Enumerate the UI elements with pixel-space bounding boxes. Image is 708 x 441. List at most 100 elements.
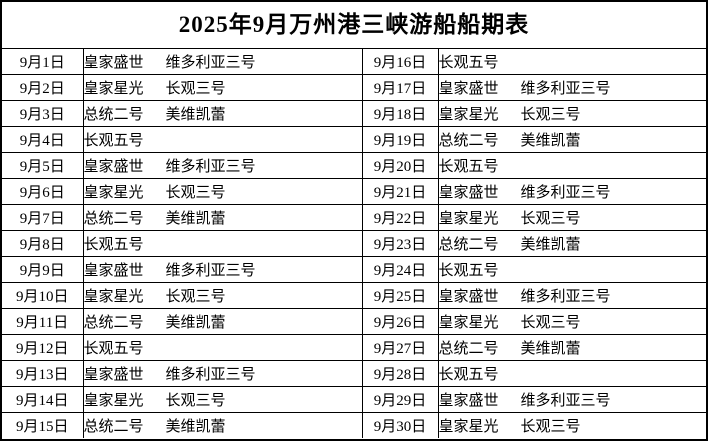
- date-cell-right: 9月29日: [361, 386, 439, 413]
- table-row: 9月5日 皇家盛世 维多利亚三号 9月20日 长观五号: [2, 152, 706, 179]
- date-cell-left: 9月3日: [2, 100, 84, 127]
- ship-name: 皇家盛世: [83, 159, 144, 175]
- ships-cell-right: 皇家盛世 维多利亚三号: [437, 282, 706, 309]
- table-row: 9月1日 皇家盛世 维多利亚三号 9月16日 长观五号: [2, 49, 706, 75]
- date-cell-right: 9月23日: [361, 230, 439, 257]
- ship-name: 长观三号: [165, 185, 226, 201]
- ships-cell-right: 皇家盛世 维多利亚三号: [437, 74, 706, 101]
- ship-name: 皇家星光: [83, 393, 144, 409]
- ship-name: 总统二号: [438, 237, 499, 253]
- ships-cell-right: 长观五号: [437, 256, 706, 283]
- ships-cell-right: 皇家星光 长观三号: [437, 412, 706, 438]
- ship-name: 长观三号: [520, 315, 581, 331]
- table-row: 9月2日 皇家星光 长观三号 9月17日 皇家盛世 维多利亚三号: [2, 74, 706, 101]
- date-cell-right: 9月20日: [361, 152, 439, 179]
- ship-name: 总统二号: [83, 315, 144, 331]
- date-cell-right: 9月22日: [361, 204, 439, 231]
- ship-name: 维多利亚三号: [520, 185, 611, 201]
- date-cell-right: 9月18日: [361, 100, 439, 127]
- date-cell-right: 9月19日: [361, 126, 439, 153]
- date-cell-right: 9月24日: [361, 256, 439, 283]
- ship-name: 美维凯蕾: [520, 341, 581, 357]
- ships-cell-right: 皇家星光 长观三号: [437, 308, 706, 335]
- date-cell-left: 9月14日: [2, 386, 84, 413]
- ships-cell-right: 长观五号: [437, 360, 706, 387]
- date-cell-right: 9月25日: [361, 282, 439, 309]
- ship-name: 维多利亚三号: [165, 159, 256, 175]
- table-row: 9月15日 总统二号 美维凯蕾 9月30日 皇家星光 长观三号: [2, 412, 706, 438]
- ship-name: 长观三号: [520, 419, 581, 435]
- ship-name: 美维凯蕾: [165, 211, 226, 227]
- date-cell-right: 9月28日: [361, 360, 439, 387]
- table-row: 9月10日 皇家星光 长观三号 9月25日 皇家盛世 维多利亚三号: [2, 282, 706, 309]
- ship-name: 美维凯蕾: [165, 315, 226, 331]
- table-row: 9月4日 长观五号 9月19日 总统二号 美维凯蕾: [2, 126, 706, 153]
- ships-cell-left: 长观五号: [82, 334, 363, 361]
- ship-name: 皇家盛世: [438, 289, 499, 305]
- date-cell-left: 9月15日: [2, 412, 84, 438]
- ships-cell-right: 总统二号 美维凯蕾: [437, 334, 706, 361]
- ships-cell-left: 总统二号 美维凯蕾: [82, 412, 363, 438]
- ships-cell-left: 皇家星光 长观三号: [82, 178, 363, 205]
- table-row: 9月11日 总统二号 美维凯蕾 9月26日 皇家星光 长观三号: [2, 308, 706, 335]
- date-cell-left: 9月9日: [2, 256, 84, 283]
- ships-cell-right: 皇家盛世 维多利亚三号: [437, 386, 706, 413]
- date-cell-left: 9月7日: [2, 204, 84, 231]
- ship-name: 长观三号: [165, 81, 226, 97]
- date-cell-left: 9月2日: [2, 74, 84, 101]
- date-cell-right: 9月17日: [361, 74, 439, 101]
- ships-cell-left: 皇家星光 长观三号: [82, 282, 363, 309]
- date-cell-right: 9月16日: [361, 49, 439, 75]
- ships-cell-right: 总统二号 美维凯蕾: [437, 126, 706, 153]
- schedule-table: 9月1日 皇家盛世 维多利亚三号 9月16日 长观五号 9月2日 皇家星光 长观三号…: [2, 49, 706, 438]
- ships-cell-left: 皇家盛世 维多利亚三号: [82, 360, 363, 387]
- ships-cell-right: 长观五号: [437, 152, 706, 179]
- ship-name: 皇家星光: [83, 81, 144, 97]
- ships-cell-left: 皇家星光 长观三号: [82, 74, 363, 101]
- ships-cell-right: 总统二号 美维凯蕾: [437, 230, 706, 257]
- date-cell-left: 9月6日: [2, 178, 84, 205]
- ships-cell-left: 皇家盛世 维多利亚三号: [82, 152, 363, 179]
- ship-name: 总统二号: [83, 107, 144, 123]
- ship-name: 皇家盛世: [83, 367, 144, 383]
- date-cell-left: 9月8日: [2, 230, 84, 257]
- ship-name: 皇家盛世: [438, 393, 499, 409]
- table-row: 9月3日 总统二号 美维凯蕾 9月18日 皇家星光 长观三号: [2, 100, 706, 127]
- ship-name: 长观五号: [438, 367, 499, 383]
- ship-name: 美维凯蕾: [520, 133, 581, 149]
- page-title: 2025年9月万州港三峡游船船期表: [2, 2, 706, 49]
- ships-cell-right: 皇家盛世 维多利亚三号: [437, 178, 706, 205]
- ships-cell-left: 皇家盛世 维多利亚三号: [82, 256, 363, 283]
- ship-name: 长观三号: [165, 289, 226, 305]
- table-row: 9月7日 总统二号 美维凯蕾 9月22日 皇家星光 长观三号: [2, 204, 706, 231]
- ships-cell-left: 皇家盛世 维多利亚三号: [82, 49, 363, 75]
- table-row: 9月9日 皇家盛世 维多利亚三号 9月24日 长观五号: [2, 256, 706, 283]
- ship-name: 长观五号: [83, 237, 144, 253]
- ship-name: 皇家星光: [438, 315, 499, 331]
- date-cell-left: 9月12日: [2, 334, 84, 361]
- ship-name: 美维凯蕾: [165, 107, 226, 123]
- table-row: 9月13日 皇家盛世 维多利亚三号 9月28日 长观五号: [2, 360, 706, 387]
- ship-name: 皇家星光: [438, 419, 499, 435]
- ship-name: 维多利亚三号: [520, 393, 611, 409]
- ship-name: 皇家盛世: [83, 55, 144, 71]
- date-cell-left: 9月13日: [2, 360, 84, 387]
- ship-name: 长观五号: [438, 159, 499, 175]
- ships-cell-right: 皇家星光 长观三号: [437, 204, 706, 231]
- ship-name: 皇家盛世: [83, 263, 144, 279]
- table-row: 9月12日 长观五号 9月27日 总统二号 美维凯蕾: [2, 334, 706, 361]
- table-row: 9月8日 长观五号 9月23日 总统二号 美维凯蕾: [2, 230, 706, 257]
- ship-name: 长观三号: [165, 393, 226, 409]
- date-cell-left: 9月4日: [2, 126, 84, 153]
- table-row: 9月14日 皇家星光 长观三号 9月29日 皇家盛世 维多利亚三号: [2, 386, 706, 413]
- date-cell-left: 9月10日: [2, 282, 84, 309]
- date-cell-left: 9月1日: [2, 49, 84, 75]
- ship-name: 美维凯蕾: [520, 237, 581, 253]
- ships-cell-right: 皇家星光 长观三号: [437, 100, 706, 127]
- ship-name: 皇家星光: [83, 185, 144, 201]
- ship-name: 总统二号: [438, 133, 499, 149]
- ship-name: 皇家盛世: [438, 185, 499, 201]
- ship-name: 维多利亚三号: [165, 367, 256, 383]
- date-cell-right: 9月26日: [361, 308, 439, 335]
